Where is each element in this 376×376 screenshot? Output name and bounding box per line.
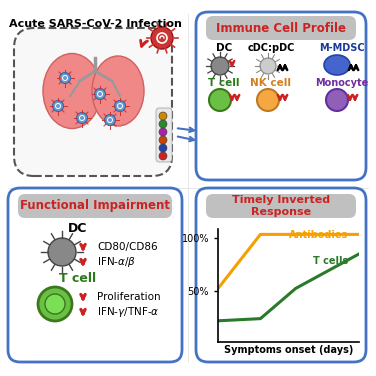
FancyBboxPatch shape bbox=[18, 194, 172, 218]
FancyBboxPatch shape bbox=[206, 194, 356, 218]
Circle shape bbox=[45, 294, 65, 314]
Text: T cell: T cell bbox=[208, 78, 240, 88]
FancyBboxPatch shape bbox=[14, 28, 172, 176]
Text: Acute SARS-CoV-2 Infection: Acute SARS-CoV-2 Infection bbox=[9, 19, 182, 29]
X-axis label: Symptoms onset (days): Symptoms onset (days) bbox=[224, 345, 353, 355]
Text: cDC:pDC: cDC:pDC bbox=[247, 43, 295, 53]
Text: IFN-$\alpha$/$\beta$: IFN-$\alpha$/$\beta$ bbox=[97, 255, 136, 269]
Circle shape bbox=[257, 89, 279, 111]
Circle shape bbox=[76, 112, 88, 123]
Text: Proliferation: Proliferation bbox=[97, 292, 161, 302]
Circle shape bbox=[105, 115, 115, 126]
Text: DC: DC bbox=[216, 43, 232, 53]
FancyBboxPatch shape bbox=[196, 12, 366, 180]
Circle shape bbox=[115, 100, 126, 112]
Circle shape bbox=[260, 58, 276, 74]
Circle shape bbox=[159, 152, 167, 160]
Circle shape bbox=[159, 112, 167, 120]
Text: T cell: T cell bbox=[59, 271, 97, 285]
FancyBboxPatch shape bbox=[8, 188, 182, 362]
Circle shape bbox=[159, 136, 167, 144]
Text: DC: DC bbox=[68, 221, 88, 235]
Circle shape bbox=[326, 89, 348, 111]
Ellipse shape bbox=[324, 55, 350, 75]
Circle shape bbox=[59, 73, 71, 83]
Circle shape bbox=[151, 27, 173, 49]
Circle shape bbox=[48, 238, 76, 266]
Circle shape bbox=[53, 100, 64, 112]
FancyBboxPatch shape bbox=[206, 16, 356, 40]
Text: IFN-$\gamma$/TNF-$\alpha$: IFN-$\gamma$/TNF-$\alpha$ bbox=[97, 305, 160, 319]
Circle shape bbox=[159, 144, 167, 152]
Text: Monocyte: Monocyte bbox=[315, 78, 368, 88]
Text: T cells: T cells bbox=[313, 256, 348, 266]
Text: CD80/CD86: CD80/CD86 bbox=[97, 242, 158, 252]
Circle shape bbox=[159, 120, 167, 128]
Text: Functional Impairment: Functional Impairment bbox=[20, 200, 170, 212]
Ellipse shape bbox=[43, 53, 101, 129]
Text: Antibodies: Antibodies bbox=[289, 230, 348, 240]
Circle shape bbox=[159, 128, 167, 136]
Circle shape bbox=[211, 57, 229, 75]
Circle shape bbox=[38, 287, 72, 321]
Circle shape bbox=[94, 88, 106, 100]
Circle shape bbox=[209, 89, 231, 111]
Text: Immune Cell Profile: Immune Cell Profile bbox=[216, 21, 346, 35]
Text: NK cell: NK cell bbox=[250, 78, 291, 88]
Ellipse shape bbox=[92, 56, 144, 126]
FancyBboxPatch shape bbox=[156, 108, 172, 162]
Text: Timely Inverted
Response: Timely Inverted Response bbox=[232, 195, 330, 217]
Text: M-MDSC: M-MDSC bbox=[319, 43, 365, 53]
FancyBboxPatch shape bbox=[196, 188, 366, 362]
